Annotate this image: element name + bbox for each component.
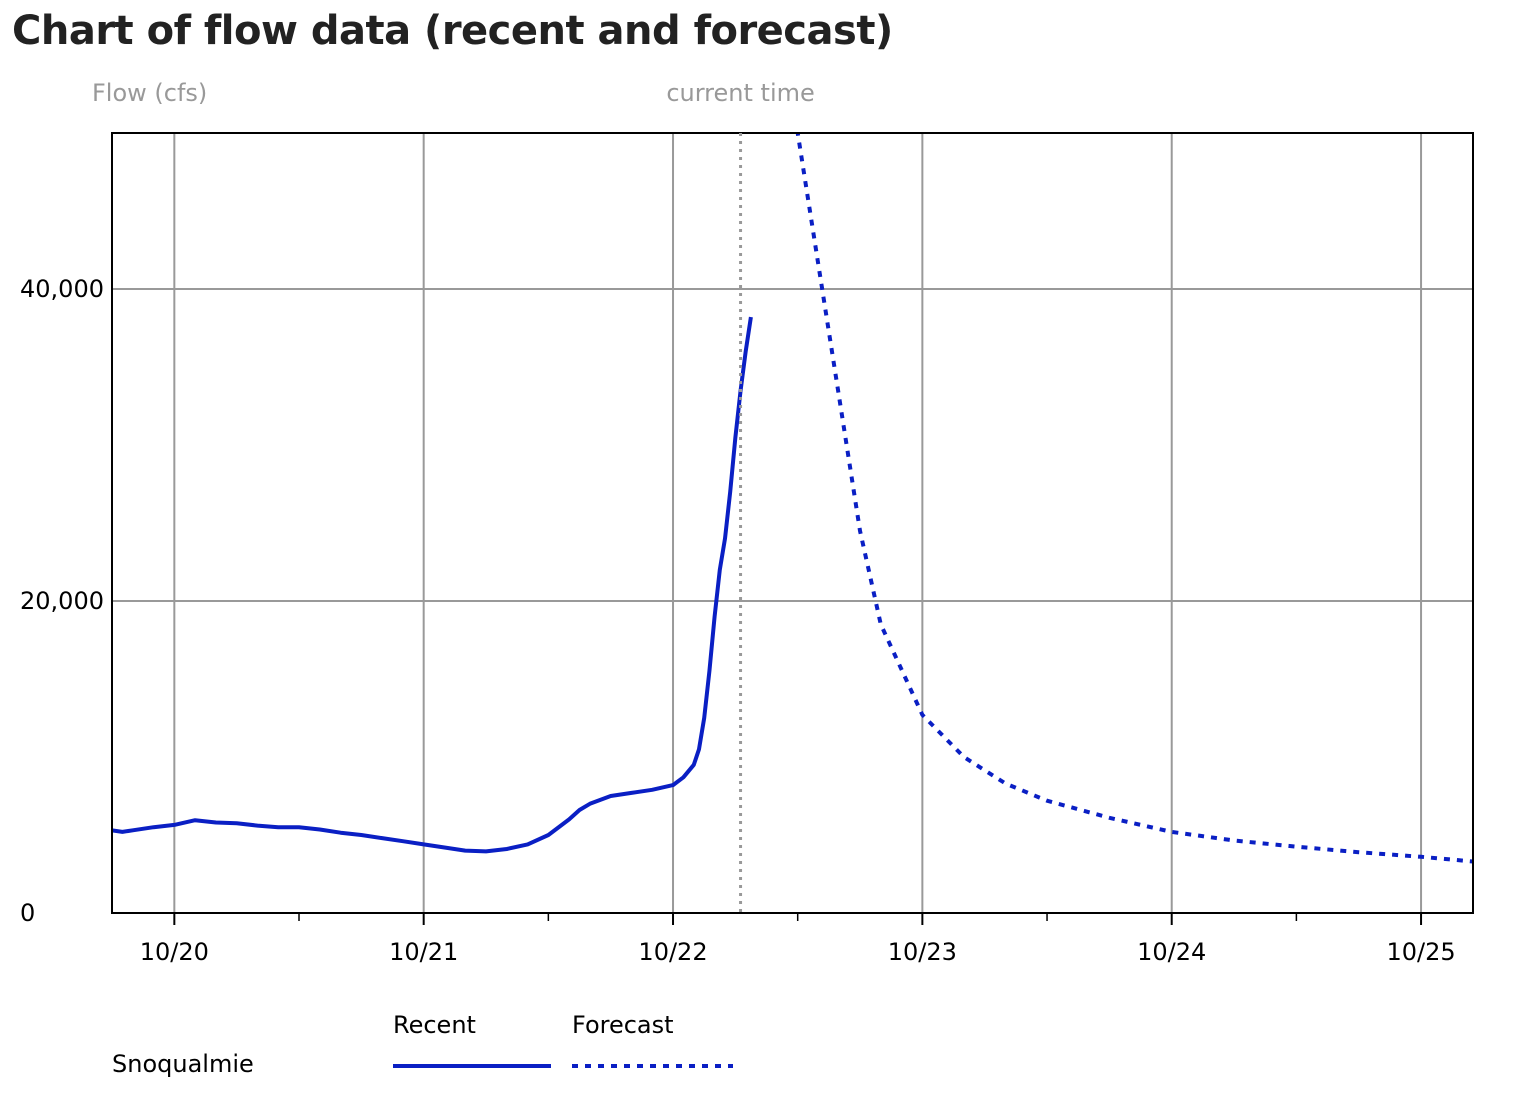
y-tick-label: 0 — [20, 899, 35, 927]
axis-ticks: 0 20,000 40,000 10/20 10/21 10/22 10/23 10/24 10… — [20, 275, 1456, 966]
series-group — [112, 133, 1473, 864]
page-title: Chart of flow data (recent and forecast) — [12, 8, 893, 54]
y-tick-label: 20,000 — [20, 587, 104, 615]
x-tick-label: 10/25 — [1386, 938, 1455, 966]
x-tick-label: 10/23 — [888, 938, 957, 966]
x-tick-label: 10/21 — [389, 938, 458, 966]
series-line-forecast — [795, 133, 1473, 864]
x-tick-label: 10/22 — [638, 938, 707, 966]
x-tick-label: 10/24 — [1137, 938, 1206, 966]
legend-recent-label: Recent — [393, 1011, 476, 1039]
grid — [112, 133, 1473, 913]
legend-station-name: Snoqualmie — [112, 1050, 254, 1078]
legend-forecast-label: Forecast — [572, 1011, 674, 1039]
plot-frame — [111, 132, 1474, 914]
series-line-recent — [112, 316, 753, 854]
x-tick-label: 10/20 — [140, 938, 209, 966]
y-axis-label: Flow (cfs) — [92, 79, 207, 107]
current-time-label: current time — [666, 79, 814, 107]
y-tick-label: 40,000 — [20, 275, 104, 303]
